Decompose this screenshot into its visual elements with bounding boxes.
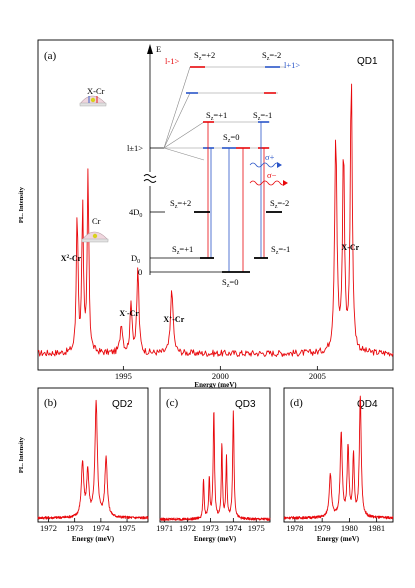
energy-axis-label: E [156,44,161,54]
panel-a-frame [37,39,394,371]
panel-c-spectrum [159,410,271,521]
panel-c-x-tick-label: 1975 [248,523,265,533]
panel-d-x-tick-label: 1980 [341,523,358,533]
level-zero-label: 0 [138,267,142,277]
panel-d-label: (d) [290,397,303,409]
panel-b-label: (b) [44,397,57,409]
panel-c-x-tick-label: 1973 [202,523,219,533]
fan-line-1 [163,66,191,149]
sz-zero-upper: Sz=0 [223,132,239,144]
panel-a-title: QD1 [357,56,378,67]
panel-c-x-tick-label: 1972 [179,523,196,533]
panel-b-xlabel: Energy (meV) [72,535,115,543]
sz-minus2-upper: Sz=-2 [262,50,281,62]
panel-d-title: QD4 [357,399,378,410]
panel-a-x-tick-label: 1995 [115,371,132,381]
panel-b: (b) QD2 Energy (meV) PL. Intensity 1972 1… [18,387,149,543]
panel-d-xlabel: Energy (meV) [317,535,360,543]
xcr-label: X-Cr [87,86,105,96]
sz-plus2-upper: Sz=+2 [194,50,215,62]
level-4d0-label: 4D0 [129,207,142,219]
panel-c-x-tick-label: 1971 [156,523,173,533]
panel-a: (a) QD1 Energy (meV) PL. Intensity 1995 2… [18,39,394,389]
peak-label-x-cr: X-Cr [341,243,359,252]
sz-plus1-upper: Sz=+1 [206,110,227,122]
panel-b-x-tick-label: 1973 [66,523,83,533]
sigma-plus-arrow [277,162,282,168]
panel-b-x-tick-label: 1975 [119,523,136,533]
panel-d-frame [283,387,394,523]
panel-a-spectrum [37,83,394,357]
fan-line-3 [163,121,205,149]
panel-c-x-tick-label: 1974 [225,523,243,533]
panel-b-x-ticks: 1972 1973 1974 1975 [40,518,136,533]
panel-b-ylabel: PL. Intensity [18,436,25,473]
panel-d-spectrum [283,395,394,520]
panel-d-x-ticks: 1978 1979 1980 1981 [286,518,385,533]
panel-d: (d) QD4 Energy (meV) 1978 1979 1980 1981 [283,387,394,543]
panel-a-x-tick-label: 2005 [309,371,326,381]
axis-break-mark [143,174,157,183]
panel-c-frame [159,387,271,523]
panel-a-label: (a) [44,50,57,62]
panel-d-x-tick-label: 1978 [286,523,303,533]
xcr-dot-icon [79,95,107,107]
panel-b-title: QD2 [112,399,133,410]
level-pm1-label: l±1> [127,143,143,153]
state-minus1-label: l-1> [165,56,179,66]
panel-b-spectrum [37,399,149,520]
cr-sz-plus1: Sz=+1 [172,244,193,256]
level-d0-label: D0 [131,253,140,265]
panel-d-x-tick-label: 1979 [314,523,331,533]
panel-c-title: QD3 [235,399,256,410]
panel-b-frame [37,387,149,523]
panel-b-x-tick-label: 1974 [92,523,110,533]
sigma-minus-photon [249,180,287,186]
panel-a-xlabel: Energy (meV) [194,381,237,389]
peak-label-xminus-cr: X--Cr [119,309,139,318]
panel-c-xlabel: Energy (meV) [194,535,237,543]
fan-line-5 [163,147,205,161]
fan-line-2 [163,92,191,149]
panel-d-x-tick-label: 1981 [368,523,385,533]
level-diagram: E X-Cr Cr l±1> [79,44,300,289]
sigma-plus-label: σ+ [265,152,275,162]
cr-sz-plus2: Sz=+2 [170,198,191,210]
cr-sz-minus2: Sz=-2 [270,198,289,210]
cr-sz-minus1: Sz=-1 [271,244,290,256]
panel-a-x-tick-label: 2000 [212,371,229,381]
cr-label: Cr [92,216,101,226]
sigma-minus-arrow [283,180,288,186]
panel-a-x-ticks: 1995 2000 2005 [115,366,326,381]
sigma-minus-label: σ− [267,170,277,180]
sigma-plus-photon [249,162,281,168]
peak-label-xplus-cr: X+-Cr [163,315,184,324]
panel-c: (c) QD3 Energy (meV) 1971 1972 1973 1974 197… [156,387,271,543]
panel-b-x-tick-label: 1972 [40,523,57,533]
peak-label-x2-cr: X2-Cr [61,254,82,263]
panel-c-label: (c) [166,397,179,409]
cr-sz-zero: Sz=0 [222,277,238,289]
energy-axis-arrow [147,44,153,54]
cr-dot-icon [81,231,109,243]
state-plus1-label: l+1> [284,60,300,70]
sz-minus1-upper: Sz=-1 [253,110,272,122]
panel-a-ylabel: PL. Intensity [18,186,25,223]
